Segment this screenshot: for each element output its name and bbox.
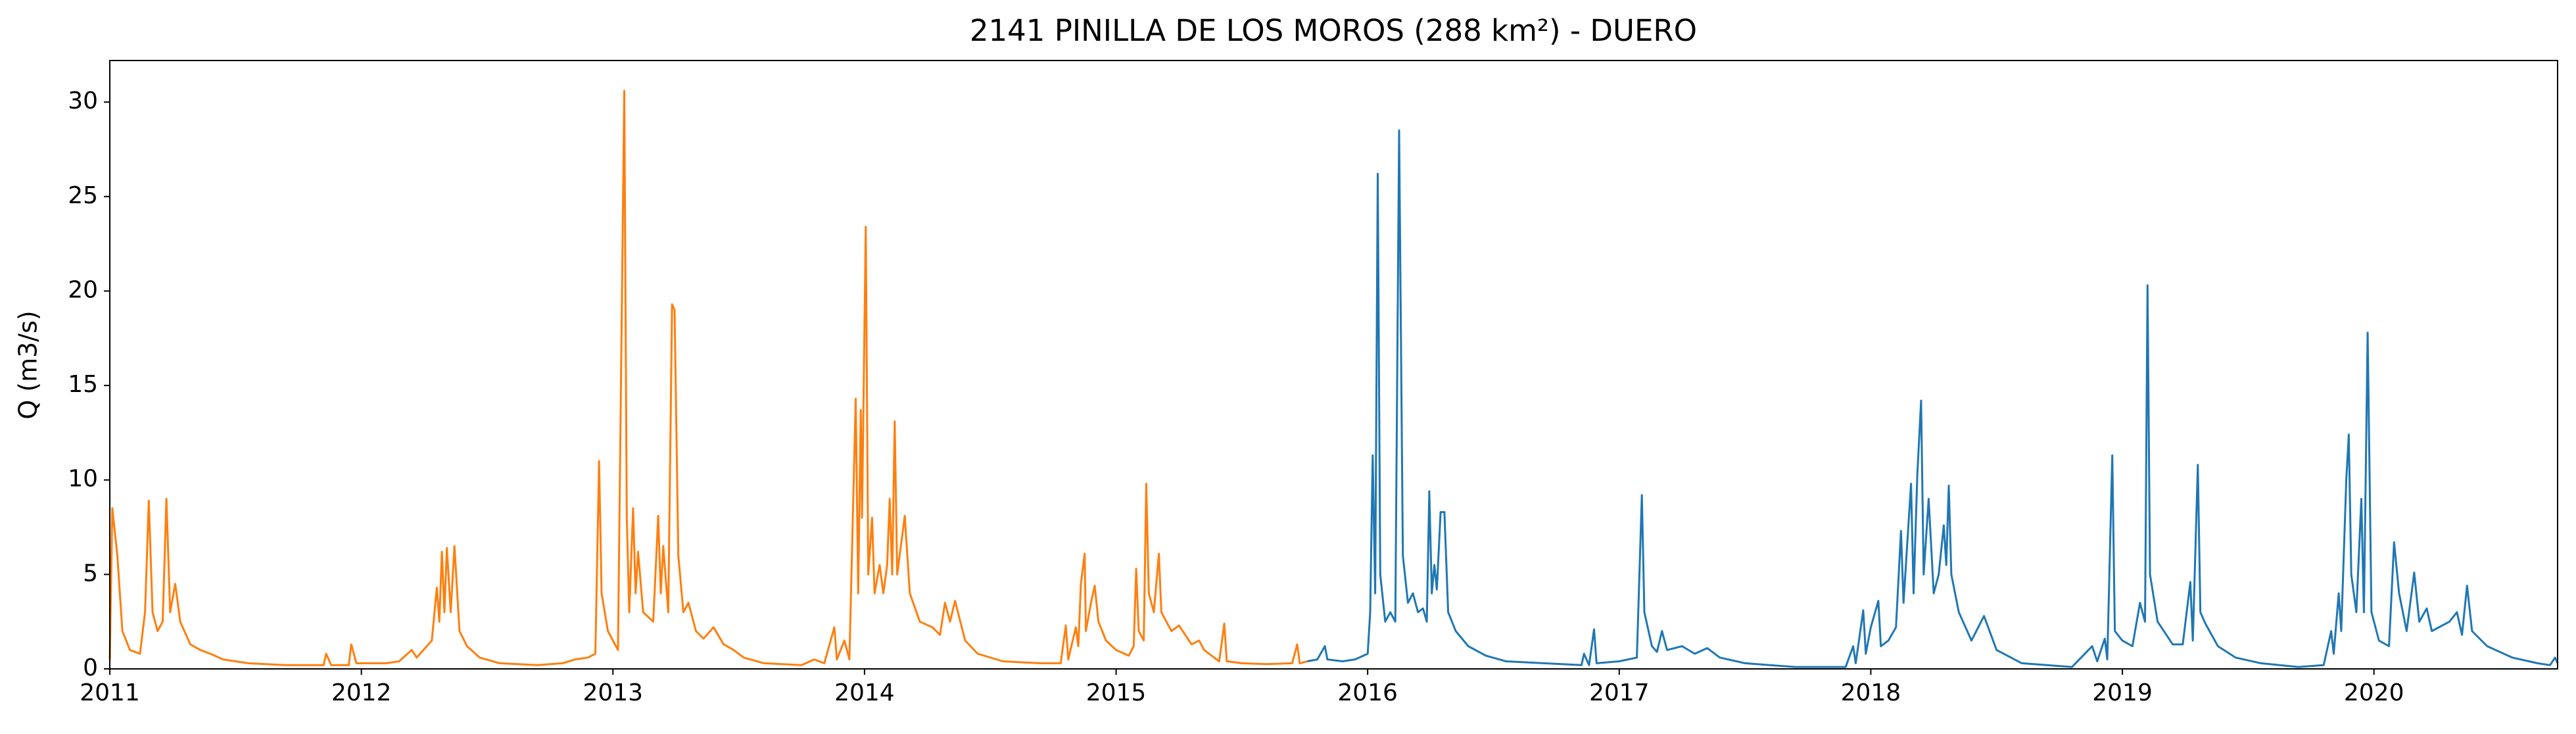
x-tick-label: 2019 xyxy=(2092,679,2153,706)
plot-frame xyxy=(109,60,2558,670)
x-tick-label: 2016 xyxy=(1337,679,1398,706)
y-tick-label: 15 xyxy=(68,371,98,398)
x-tick-label: 2018 xyxy=(1841,679,1901,706)
x-tick-label: 2015 xyxy=(1086,679,1147,706)
y-tick-label: 20 xyxy=(68,276,98,303)
y-tick-label: 5 xyxy=(83,560,98,587)
y-tick-label: 10 xyxy=(68,466,98,493)
y-tick-label: 25 xyxy=(68,182,98,209)
chart-title: 2141 PINILLA DE LOS MOROS (288 km²) - DU… xyxy=(970,13,1697,48)
series-line xyxy=(1307,129,2559,668)
x-tick-label: 2020 xyxy=(2344,679,2404,706)
x-tick-label: 2014 xyxy=(834,679,895,706)
y-tick-label: 30 xyxy=(68,87,98,114)
x-tick-label: 2012 xyxy=(331,679,392,706)
x-tick-label: 2017 xyxy=(1589,679,1650,706)
x-tick-label: 2013 xyxy=(583,679,643,706)
x-tick-label: 2011 xyxy=(80,679,140,706)
series-line xyxy=(108,89,1308,666)
y-tick-label: 0 xyxy=(83,654,98,681)
y-axis-label: Q (m3/s) xyxy=(14,310,43,419)
